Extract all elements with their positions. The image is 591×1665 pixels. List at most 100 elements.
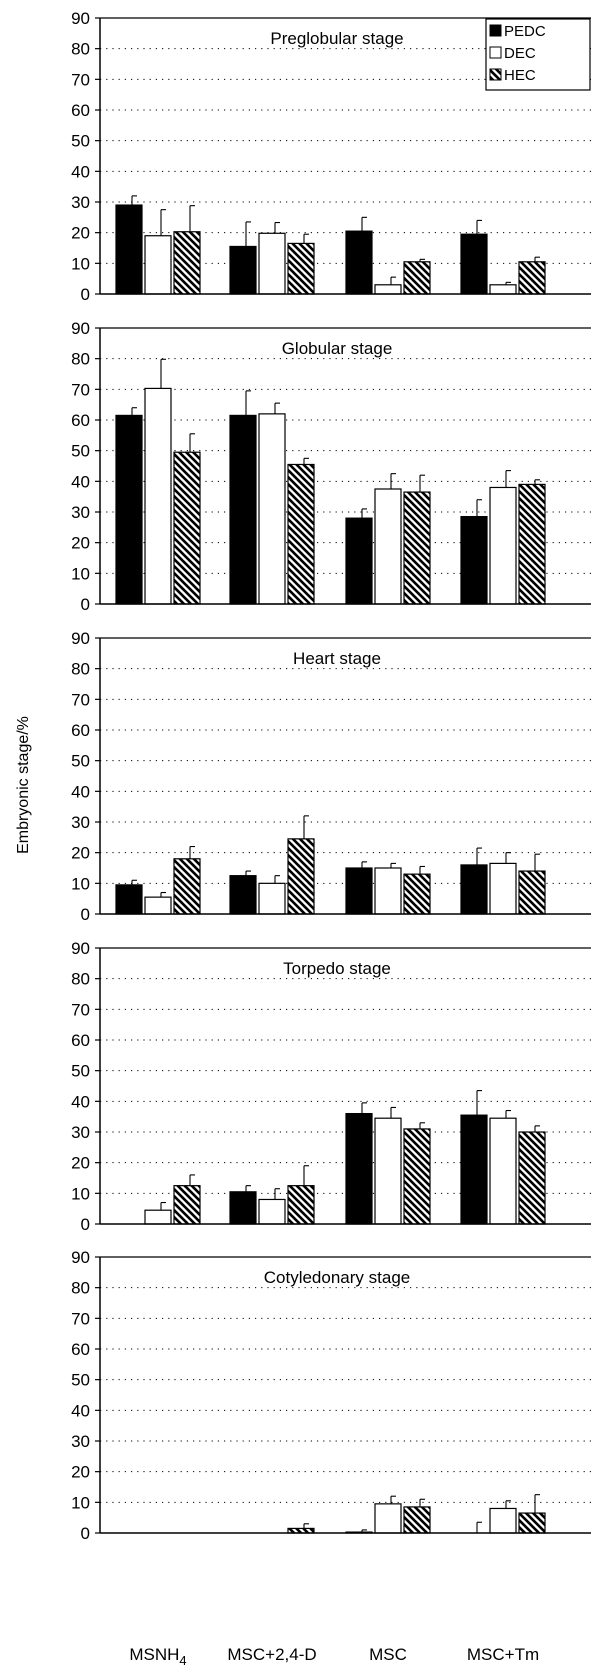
panel-2: 0 10 20 30 40 50 60 70 80 90 Heart stage [71,629,591,924]
y-tick-label: 50 [71,752,90,771]
bar-hec [287,838,315,915]
y-tick-label: 10 [71,254,90,273]
bar-hec [287,463,315,605]
bar-dec [489,1507,517,1534]
bar-hec [173,1185,201,1225]
bar-dec [144,1209,172,1225]
bar-hec [287,1185,315,1225]
y-tick-label: 0 [81,285,90,304]
panel-title: Preglobular stage [270,29,403,48]
panel-1: 0 10 20 30 40 50 60 70 80 90 Globular stage [71,319,591,614]
bar-dec [489,486,517,605]
bar-dec [144,896,172,915]
bar-hec [173,451,201,605]
legend-label-hec: HEC [504,67,536,84]
legend-swatch-pedc [489,24,502,37]
y-tick-label: 10 [71,1184,90,1203]
y-tick-label: 40 [71,1092,90,1111]
y-tick-label: 70 [71,380,90,399]
panel-0: 0 10 20 30 40 50 60 70 80 90 Preglobular stage [71,9,591,304]
bar-hec [403,873,431,915]
bar-hec [287,242,315,295]
y-tick-label: 20 [71,844,90,863]
bar-pedc [115,884,143,915]
panel-title: Globular stage [282,339,393,358]
y-tick-label: 30 [71,1432,90,1451]
y-tick-label: 10 [71,874,90,893]
bar-hec [518,1131,546,1225]
legend-box [485,18,591,91]
y-tick-label: 50 [71,442,90,461]
panel-title: Heart stage [293,649,381,668]
y-tick-label: 70 [71,70,90,89]
chart-panels: 0 10 20 30 40 50 60 70 80 90 Preglobular stage 0 10 2… [71,9,591,1543]
y-tick-label: 0 [81,905,90,924]
bar-dec [374,1117,402,1225]
legend: PEDC DEC HEC [485,18,591,91]
y-tick-label: 20 [71,224,90,243]
y-tick-label: 70 [71,690,90,709]
bar-pedc [345,867,373,915]
y-tick-label: 70 [71,1000,90,1019]
bar-pedc [115,414,143,605]
bar-pedc [460,515,488,605]
bar-dec [258,882,286,915]
y-tick-label: 60 [71,101,90,120]
bar-hec [518,483,546,605]
category-label: MSC [369,1645,407,1664]
bar-dec [374,1503,402,1534]
y-tick-label: 80 [71,1279,90,1298]
y-tick-label: 90 [71,939,90,958]
y-tick-label: 10 [71,564,90,583]
bar-pedc [229,875,257,915]
y-tick-label: 50 [71,132,90,151]
panel-title: Cotyledonary stage [264,1268,410,1287]
bar-pedc [229,245,257,295]
category-label: MSC+2,4-D [227,1645,316,1664]
category-label: MSNH4 [129,1645,186,1665]
y-tick-label: 20 [71,534,90,553]
panel-title: Torpedo stage [283,959,391,978]
y-tick-label: 60 [71,1340,90,1359]
y-tick-label: 40 [71,162,90,181]
bar-hec [173,231,201,295]
y-tick-label: 80 [71,350,90,369]
y-tick-label: 20 [71,1463,90,1482]
bar-dec [144,387,172,605]
bar-hec [403,261,431,295]
legend-swatch-hec [489,68,502,81]
y-tick-label: 50 [71,1371,90,1390]
panel-4: 0 10 20 30 40 50 60 70 80 90 Cotyledonary stage [71,1248,591,1543]
bar-hec [403,1506,431,1534]
y-tick-label: 10 [71,1493,90,1512]
y-tick-label: 80 [71,660,90,679]
y-tick-label: 40 [71,1401,90,1420]
y-tick-label: 60 [71,1031,90,1050]
y-tick-label: 90 [71,9,90,28]
bar-pedc [345,230,373,295]
y-tick-label: 40 [71,472,90,491]
bar-pedc [345,517,373,605]
y-axis-label: Embryonic stage/% [15,716,32,854]
y-tick-label: 30 [71,503,90,522]
bar-hec [403,491,431,605]
y-tick-label: 40 [71,782,90,801]
y-tick-label: 20 [71,1154,90,1173]
y-tick-label: 60 [71,411,90,430]
bar-pedc [345,1112,373,1225]
bar-hec [403,1128,431,1225]
legend-label-dec: DEC [504,45,536,62]
y-tick-label: 60 [71,721,90,740]
y-tick-label: 90 [71,319,90,338]
bar-pedc [229,414,257,605]
y-tick-label: 80 [71,970,90,989]
y-tick-label: 30 [71,813,90,832]
category-label: MSC+Tm [467,1645,539,1664]
bar-dec [374,867,402,915]
bar-dec [489,284,517,295]
bar-hec [518,1512,546,1534]
bar-hec [173,858,201,915]
bar-pedc [115,204,143,295]
y-tick-label: 0 [81,1215,90,1234]
